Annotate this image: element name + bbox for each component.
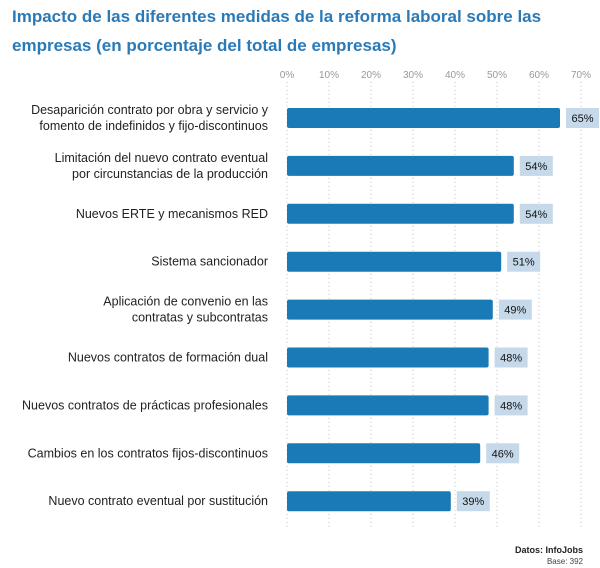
x-axis-ticks: 0% 10% 20% 30% 40% 50% 60% 70% bbox=[280, 70, 591, 81]
value-label-box bbox=[486, 443, 520, 464]
category-label: Cambios en los contratos fijos-discontin… bbox=[28, 446, 268, 460]
value-label: 39% bbox=[462, 496, 484, 508]
category-label: Desaparición contrato por obra y servici… bbox=[31, 103, 269, 117]
chart-title: Impacto de las diferentes medidas de la … bbox=[12, 7, 542, 55]
value-label-box bbox=[519, 155, 553, 176]
value-label-box bbox=[494, 395, 528, 416]
category-label: por circunstancias de la producción bbox=[72, 167, 268, 181]
value-label: 65% bbox=[571, 113, 593, 125]
value-label-box bbox=[507, 251, 541, 272]
x-tick-label: 30% bbox=[403, 70, 423, 81]
x-tick-label: 20% bbox=[361, 70, 381, 81]
value-label-box bbox=[494, 347, 528, 368]
bar bbox=[287, 251, 502, 272]
source-label: Datos: InfoJobs bbox=[514, 545, 583, 555]
category-labels: Desaparición contrato por obra y servici… bbox=[22, 103, 269, 508]
value-label: 54% bbox=[525, 161, 547, 173]
x-tick-label: 40% bbox=[445, 70, 465, 81]
x-tick-label: 50% bbox=[487, 70, 507, 81]
bar bbox=[287, 108, 560, 128]
value-label: 46% bbox=[492, 448, 514, 460]
bar bbox=[287, 443, 481, 464]
category-label: Nuevos ERTE y mecanismos RED bbox=[76, 207, 268, 221]
x-tick-label: 10% bbox=[319, 70, 339, 81]
category-label: Nuevo contrato eventual por sustitución bbox=[48, 494, 268, 508]
x-tick-label: 60% bbox=[529, 70, 549, 81]
x-tick-label: 0% bbox=[280, 70, 295, 81]
sample-base: Base: 392 bbox=[546, 557, 583, 566]
category-label: contratas y subcontratas bbox=[132, 311, 268, 325]
bar bbox=[287, 155, 514, 176]
value-label-box bbox=[456, 491, 490, 512]
value-label: 54% bbox=[525, 209, 547, 221]
value-label-box bbox=[566, 108, 599, 128]
bar bbox=[287, 299, 493, 320]
category-label: Sistema sancionador bbox=[151, 255, 268, 269]
bar bbox=[287, 203, 514, 224]
value-label: 49% bbox=[504, 305, 526, 317]
bar bbox=[287, 491, 451, 512]
value-label: 48% bbox=[500, 400, 522, 412]
value-label: 48% bbox=[500, 353, 522, 365]
category-label: Limitación del nuevo contrato eventual bbox=[55, 151, 268, 165]
x-tick-label: 70% bbox=[571, 70, 591, 81]
value-label-box bbox=[519, 203, 553, 224]
category-label: Aplicación de convenio en las bbox=[103, 295, 268, 309]
value-label: 51% bbox=[513, 257, 535, 269]
category-label: Nuevos contratos de formación dual bbox=[68, 351, 268, 365]
value-label-box bbox=[498, 299, 532, 320]
source-note: Datos: InfoJobs Base: 392 bbox=[515, 544, 583, 568]
bar bbox=[287, 347, 489, 368]
category-label: fomento de indefinidos y fijo-discontinu… bbox=[39, 119, 268, 133]
bars: 65% 54% 54% 51% 49% 48% 48% 46% 39% bbox=[287, 108, 599, 512]
category-label: Nuevos contratos de prácticas profesiona… bbox=[22, 398, 268, 412]
bar bbox=[287, 395, 489, 416]
